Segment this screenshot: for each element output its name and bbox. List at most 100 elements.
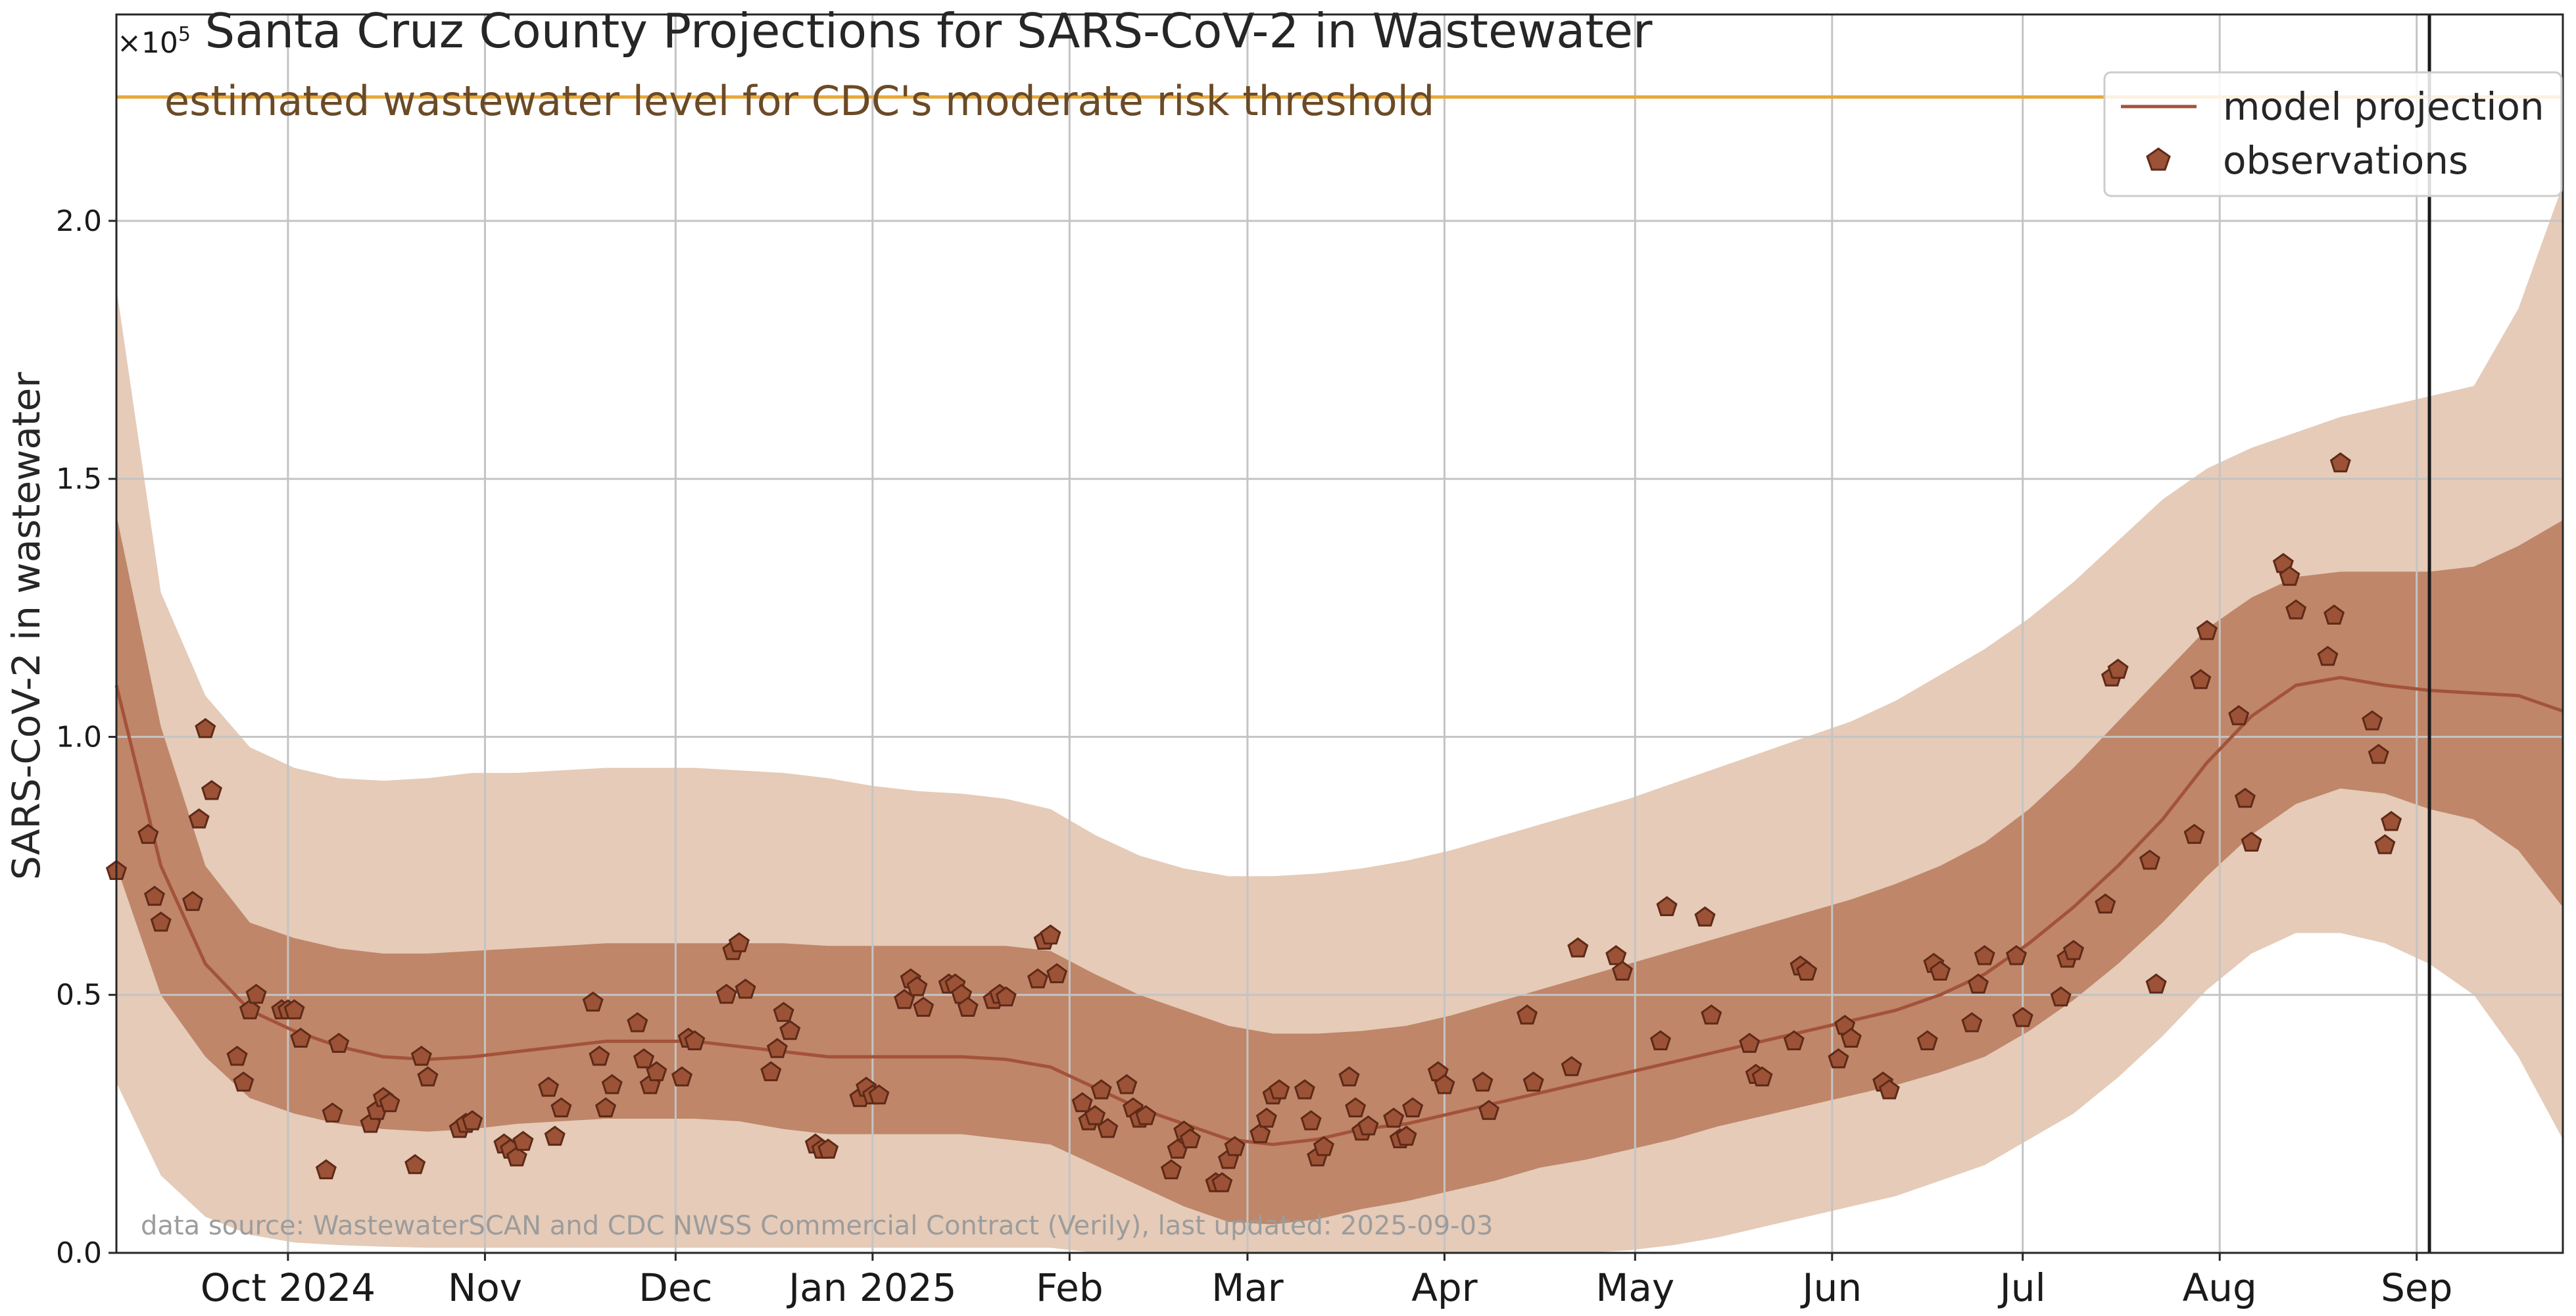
- grid-lines: [116, 14, 2563, 1254]
- observation-point: [1472, 1071, 1494, 1092]
- observation-point: [1345, 1097, 1367, 1117]
- observation-point: [245, 983, 267, 1004]
- model-projection-line: [114, 675, 2564, 1146]
- observation-point: [379, 1092, 401, 1113]
- observation-point: [506, 1146, 527, 1167]
- observation-point: [1402, 1097, 1424, 1117]
- observation-point: [322, 1102, 343, 1123]
- chart-title: Santa Cruz County Projections for SARS-C…: [205, 3, 1653, 59]
- observation-point: [633, 1048, 654, 1069]
- inner-uncertainty-band: [116, 515, 2563, 1225]
- observation-point: [1097, 1117, 1119, 1138]
- observation-point: [226, 1046, 248, 1066]
- observation-point: [595, 1097, 617, 1117]
- observation-point: [1434, 1074, 1455, 1094]
- plot-frame: [115, 13, 2564, 1254]
- observation-point: [1313, 1136, 1334, 1156]
- observation-point: [1656, 896, 1678, 916]
- observation-point: [766, 1038, 788, 1058]
- observation-point: [728, 932, 750, 952]
- observation-point: [2228, 705, 2250, 725]
- observation-point: [1027, 968, 1049, 988]
- observation-point: [995, 986, 1017, 1007]
- observation-point: [1739, 1033, 1761, 1053]
- observation-point: [582, 991, 604, 1012]
- observation-point: [2145, 973, 2167, 994]
- observation-point: [1071, 1092, 1093, 1113]
- observation-point: [779, 1019, 801, 1040]
- observation-point: [2368, 744, 2389, 764]
- y-tick-label: 1.5: [56, 462, 102, 496]
- x-tick-label: Jan 2025: [787, 1265, 956, 1310]
- observation-point: [2362, 710, 2383, 731]
- y-tick-label: 1.0: [56, 720, 102, 754]
- observation-point: [957, 996, 979, 1017]
- observation-point: [1840, 1027, 1862, 1048]
- x-tick-label: Aug: [2183, 1265, 2257, 1310]
- observation-point: [2062, 940, 2085, 960]
- observation-point: [512, 1131, 534, 1151]
- legend-label-model-projection: model projection: [2223, 84, 2544, 129]
- observation-point: [1916, 1030, 1938, 1050]
- y-tick-label: 0.5: [56, 979, 102, 1012]
- y-axis-label: SARS-CoV-2 in wastewater: [4, 372, 49, 880]
- observation-point: [773, 1002, 794, 1022]
- observation-point: [1783, 1030, 1805, 1050]
- observation-point: [1300, 1110, 1322, 1131]
- observation-point: [646, 1061, 668, 1081]
- observation-point: [1084, 1105, 1106, 1125]
- observation-point: [1211, 1172, 1233, 1192]
- observation-point: [188, 808, 210, 829]
- observation-point: [1930, 960, 1951, 981]
- observation-point: [601, 1074, 623, 1094]
- observation-point: [1116, 1074, 1138, 1094]
- observation-point: [735, 979, 756, 999]
- observation-point: [1567, 937, 1589, 958]
- observation-point: [1694, 906, 1716, 927]
- observation-point: [2323, 604, 2345, 625]
- observation-point: [1294, 1079, 1315, 1100]
- observation-point: [1974, 945, 1995, 965]
- observation-point: [143, 885, 165, 906]
- observation-point: [1040, 924, 1061, 945]
- observation-point: [1357, 1115, 1379, 1136]
- projection-path: [114, 675, 2564, 1146]
- observation-point: [1649, 1030, 1671, 1050]
- observation-point: [239, 999, 260, 1019]
- x-tick-label: Sep: [2381, 1265, 2452, 1310]
- observation-point: [2196, 620, 2218, 641]
- observation-point: [1961, 1012, 1983, 1033]
- x-tick-label: Jun: [1801, 1265, 1862, 1310]
- observation-point: [2279, 566, 2300, 586]
- observation-point: [2183, 823, 2205, 844]
- observation-point: [1269, 1079, 1290, 1100]
- legend-box: [2103, 71, 2563, 197]
- x-tick-label: Mar: [1211, 1265, 1284, 1310]
- observation-point: [150, 912, 172, 932]
- observation-point: [328, 1033, 350, 1053]
- observation-point: [1338, 1066, 1360, 1086]
- x-axis-ticks: Oct 2024 Nov Dec Jan 2025 Feb Mar Apr May Jun Jul…: [201, 1253, 2452, 1310]
- observation-point: [2190, 669, 2212, 689]
- observation-point: [2381, 811, 2402, 831]
- observation-point: [1478, 1100, 1500, 1120]
- observation-point: [1046, 963, 1068, 983]
- observation-point: [1090, 1079, 1112, 1100]
- observation-point: [462, 1110, 483, 1131]
- observation-point: [2006, 945, 2028, 965]
- observation-point: [1561, 1056, 1582, 1077]
- y-axis-multiplier: ×105: [117, 23, 191, 60]
- observation-point: [201, 779, 222, 800]
- observation-point: [2329, 452, 2351, 473]
- observation-point: [1250, 1123, 1271, 1144]
- observation-point: [2012, 1007, 2033, 1027]
- observation-point: [195, 718, 216, 739]
- threshold-label: estimated wastewater level for CDC's mod…: [164, 77, 1434, 125]
- observation-point: [2374, 834, 2396, 854]
- observation-point: [1828, 1048, 1849, 1069]
- observation-point: [913, 996, 935, 1017]
- observation-point: [404, 1154, 426, 1175]
- observation-point: [315, 1159, 337, 1180]
- observation-point: [1135, 1105, 1157, 1125]
